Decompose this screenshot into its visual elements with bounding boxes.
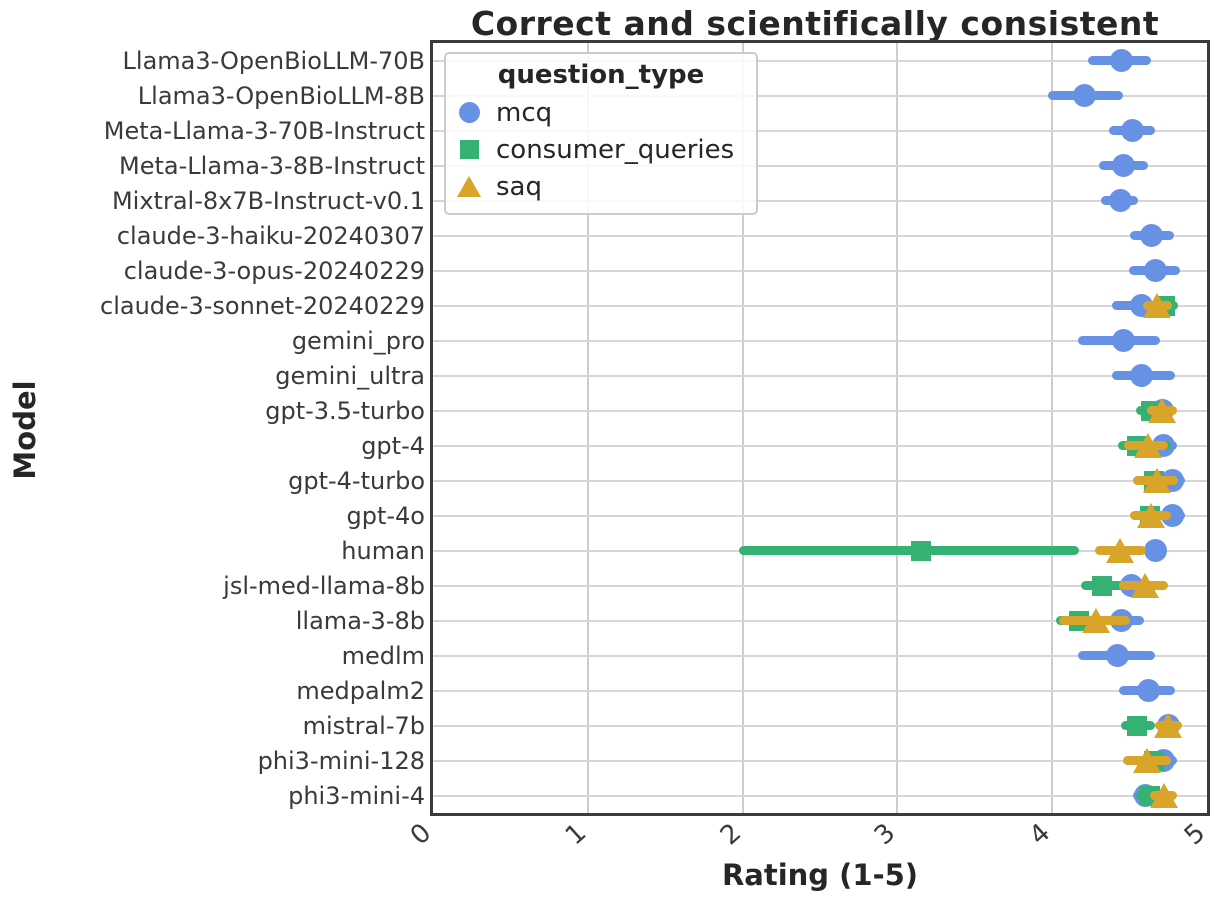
y-tick-label: gpt-4o	[346, 501, 426, 530]
marker-triangle-saq	[1143, 292, 1172, 318]
marker-triangle-saq	[1106, 537, 1135, 563]
y-tick-label: human	[341, 536, 425, 565]
legend-item-label: mcq	[496, 97, 553, 128]
marker-triangle-saq	[1134, 432, 1163, 458]
y-tick-label: gpt-4	[361, 431, 425, 460]
v-gridline	[1051, 43, 1054, 813]
h-gridline	[433, 654, 1207, 657]
error-bar-consumer_queries	[738, 546, 1080, 555]
legend-item-saq: saq	[456, 168, 746, 205]
saq-triangle-icon	[456, 176, 482, 197]
marker-square-consumer_queries	[1127, 715, 1148, 736]
v-gridline	[586, 43, 589, 813]
marker-circle-mcq	[1108, 189, 1132, 212]
x-tick-label: 1	[559, 817, 592, 852]
legend-item-consumer-queries: consumer_queries	[456, 131, 746, 168]
y-tick-label: phi3-mini-128	[257, 746, 425, 775]
legend-item-mcq: mcq	[456, 94, 746, 131]
y-tick-label: gpt-3.5-turbo	[265, 396, 425, 425]
x-tick-label: 4	[1024, 817, 1057, 852]
h-gridline	[433, 794, 1207, 797]
h-gridline	[433, 374, 1207, 377]
y-tick-label: Meta-Llama-3-70B-Instruct	[103, 116, 425, 145]
marker-circle-mcq	[1144, 259, 1168, 282]
marker-circle-mcq	[1111, 329, 1135, 352]
legend-item-label: consumer_queries	[496, 134, 735, 165]
h-gridline	[433, 59, 1207, 62]
marker-circle-mcq	[1111, 154, 1135, 177]
y-tick-label: claude-3-opus-20240229	[123, 256, 425, 285]
x-tick-label: 2	[714, 817, 747, 852]
marker-triangle-saq	[1143, 467, 1172, 493]
h-gridline	[433, 164, 1207, 167]
chart-title: Correct and scientifically consistent	[470, 4, 1160, 43]
y-tick-label: medlm	[341, 641, 425, 670]
legend-title: question_type	[497, 60, 705, 90]
h-gridline	[433, 619, 1207, 622]
y-tick-label: phi3-mini-4	[288, 781, 425, 810]
x-axis-label: Rating (1-5)	[721, 858, 919, 892]
h-gridline	[433, 234, 1207, 237]
marker-triangle-saq	[1154, 712, 1183, 738]
y-tick-label: gpt-4-turbo	[288, 466, 425, 495]
marker-circle-mcq	[1105, 644, 1129, 667]
marker-circle-mcq	[1110, 49, 1134, 72]
marker-triangle-saq	[1149, 782, 1178, 808]
h-gridline	[433, 129, 1207, 132]
marker-circle-mcq	[1130, 364, 1154, 387]
y-tick-label: Llama3-OpenBioLLM-70B	[122, 46, 425, 75]
h-gridline	[433, 724, 1207, 727]
h-gridline	[433, 584, 1207, 587]
legend-item-label: saq	[496, 171, 542, 202]
marker-circle-mcq	[1136, 679, 1160, 702]
y-tick-label: medpalm2	[296, 676, 425, 705]
marker-circle-mcq	[1144, 539, 1168, 562]
marker-triangle-saq	[1131, 572, 1160, 598]
marker-triangle-saq	[1132, 747, 1161, 773]
legend: question_type mcq consumer_queries saq	[444, 52, 758, 215]
y-tick-label: Meta-Llama-3-8B-Instruct	[119, 151, 425, 180]
y-tick-label: llama-3-8b	[295, 606, 425, 635]
marker-circle-mcq	[1121, 119, 1145, 142]
y-tick-label: Llama3-OpenBioLLM-8B	[137, 81, 425, 110]
h-gridline	[433, 514, 1207, 517]
marker-square-consumer_queries	[1091, 575, 1112, 596]
y-tick-label: Mixtral-8x7B-Instruct-v0.1	[111, 186, 425, 215]
v-gridline	[741, 43, 744, 813]
h-gridline	[433, 479, 1207, 482]
y-tick-label: claude-3-sonnet-20240229	[100, 291, 425, 320]
y-tick-label: mistral-7b	[302, 711, 425, 740]
mcq-circle-icon	[456, 102, 482, 123]
x-tick-label: 0	[404, 817, 438, 852]
h-gridline	[433, 269, 1207, 272]
h-gridline	[433, 339, 1207, 342]
h-gridline	[433, 409, 1207, 412]
marker-circle-mcq	[1161, 504, 1185, 527]
h-gridline	[433, 759, 1207, 762]
marker-square-consumer_queries	[910, 540, 931, 561]
y-tick-label: gemini_pro	[291, 326, 425, 355]
y-tick-labels: Llama3-OpenBioLLM-70B Llama3-OpenBioLLM-8…	[0, 43, 425, 813]
marker-triangle-saq	[1148, 397, 1177, 423]
marker-triangle-saq	[1081, 607, 1110, 633]
h-gridline	[433, 689, 1207, 692]
marker-circle-mcq	[1139, 224, 1163, 247]
h-gridline	[433, 444, 1207, 447]
x-tick-label: 3	[869, 817, 902, 852]
h-gridline	[433, 199, 1207, 202]
y-tick-label: claude-3-haiku-20240307	[116, 221, 425, 250]
consumer-queries-square-icon	[456, 140, 482, 159]
v-gridline	[896, 43, 899, 813]
y-tick-label: jsl-med-llama-8b	[223, 571, 425, 600]
marker-circle-mcq	[1073, 84, 1097, 107]
marker-triangle-saq	[1137, 502, 1166, 528]
x-tick-label: 5	[1178, 817, 1212, 852]
h-gridline	[433, 94, 1207, 97]
h-gridline	[433, 304, 1207, 307]
y-tick-label: gemini_ultra	[275, 361, 425, 390]
